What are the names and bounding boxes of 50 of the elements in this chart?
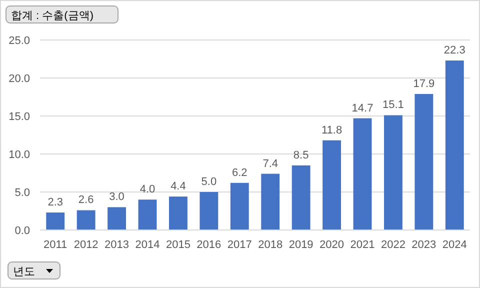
data-label: 22.3 [444,44,466,57]
x-tick-label: 2021 [350,239,375,251]
y-tick-label: 15.0 [8,111,30,123]
data-label: 7.4 [262,158,278,170]
bar [322,140,341,230]
data-label: 15.1 [382,99,404,112]
x-tick-label: 2016 [196,239,222,251]
x-tick-label: 2015 [166,239,190,251]
data-label: 6.2 [232,166,248,179]
x-tick-label: 2019 [288,239,314,251]
data-label: 5.0 [201,176,217,188]
data-label: 4.4 [170,180,186,193]
data-label: 2.3 [48,196,64,209]
x-tick-label: 2012 [74,239,98,251]
bar [169,196,188,230]
data-label: 14.7 [352,102,374,114]
x-tick-label: 2020 [320,239,344,251]
x-axis-title: 년도 [13,266,35,278]
y-tick-label: 0.0 [14,225,30,237]
bar [108,207,126,230]
data-label: 8.5 [293,149,309,162]
x-tick-label: 2023 [412,239,436,251]
y-tick-label: 5.0 [14,187,30,199]
bar [353,118,372,230]
bar [261,174,280,230]
x-tick-label: 2018 [258,239,283,251]
data-label: 4.0 [140,184,156,196]
data-label: 2.6 [78,194,94,206]
y-tick-label: 20.0 [8,73,30,85]
x-tick-label: 2011 [44,239,68,251]
chart-title: 합계 : 수출(금액) [11,10,94,22]
bar [138,200,157,230]
bar [292,165,310,230]
y-tick-label: 10.0 [8,149,30,161]
bar [46,212,65,230]
bar [76,210,96,230]
bar [445,60,464,230]
x-tick-label: 2024 [442,239,467,251]
y-tick-label: 25.0 [8,35,30,47]
x-tick-label: 2013 [104,239,130,251]
bar [230,182,249,230]
bar [414,94,434,230]
data-label: 17.9 [413,78,435,90]
bar [200,192,218,230]
x-tick-label: 2022 [380,239,406,251]
bar [384,115,402,230]
data-label: 3.0 [109,191,124,204]
x-tick-label: 2014 [135,239,160,251]
data-label: 11.8 [321,124,342,136]
x-tick-label: 2017 [227,239,252,251]
